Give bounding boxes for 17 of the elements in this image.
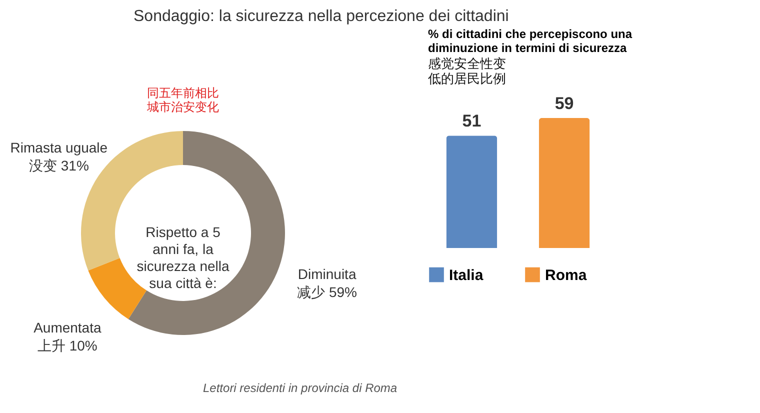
chart-title: Sondaggio: la sicurezza nella percezione dei cittadini: [134, 8, 509, 25]
data-label: 59: [554, 94, 574, 113]
text: Rispetto a 5 anni fa, la sicurezza nella sua città è:: [136, 224, 230, 291]
chart-title: % di cittadini che percepiscono una diminuzione in termini di sicurezza: [428, 27, 632, 55]
slice-label: Aumentata: [34, 320, 102, 336]
text: 上升 10%: [37, 338, 98, 354]
slice-label: Rimasta uguale: [10, 140, 108, 156]
text: Lettori residenti in provincia di Roma: [203, 381, 398, 395]
donut-slice: [128, 131, 285, 335]
text: 没变 31%: [28, 158, 89, 174]
text: 减少 59%: [297, 284, 358, 300]
legend-label: Roma: [545, 266, 588, 284]
slice-label: Diminuita: [298, 266, 356, 282]
data-label: 51: [462, 112, 482, 131]
chart-subtitle: 感觉安全性变低的居民比例: [428, 56, 506, 86]
chart-subtitle: 同五年前相比城市治安变化: [146, 86, 219, 114]
legend-label: Italia: [449, 266, 484, 284]
